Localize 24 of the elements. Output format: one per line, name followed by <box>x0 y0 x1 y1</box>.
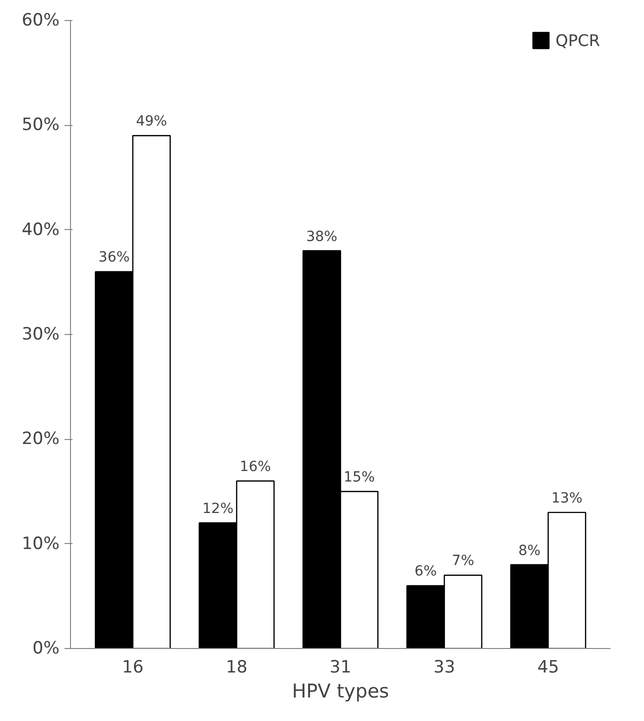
y-tick-label: 10% <box>22 534 60 554</box>
data-label: 7% <box>452 553 474 570</box>
y-tick-label: 0% <box>32 638 60 658</box>
y-tick-label: 20% <box>22 429 60 450</box>
data-label: 38% <box>306 228 338 245</box>
x-tick-label: 45 <box>537 658 560 678</box>
data-label: 15% <box>344 470 375 486</box>
data-label: 12% <box>202 500 234 517</box>
data-label: 36% <box>98 250 130 266</box>
data-label: 49% <box>136 114 168 130</box>
data-label: 16% <box>240 459 271 476</box>
legend-label: QPCR <box>555 30 600 50</box>
data-label: 8% <box>518 542 541 559</box>
y-tick-label: 60% <box>22 10 60 30</box>
x-axis-title: HPV types <box>292 680 390 702</box>
x-tick-label: 33 <box>434 658 456 678</box>
y-tick-label: 40% <box>22 220 60 240</box>
y-tick-label: 30% <box>22 324 60 344</box>
data-label: 13% <box>551 490 582 506</box>
x-tick-label: 31 <box>330 658 352 678</box>
y-tick-label: 50% <box>22 115 60 136</box>
x-tick-label: 18 <box>226 658 248 678</box>
x-tick-label: 16 <box>122 658 144 678</box>
data-label: 6% <box>414 564 437 580</box>
